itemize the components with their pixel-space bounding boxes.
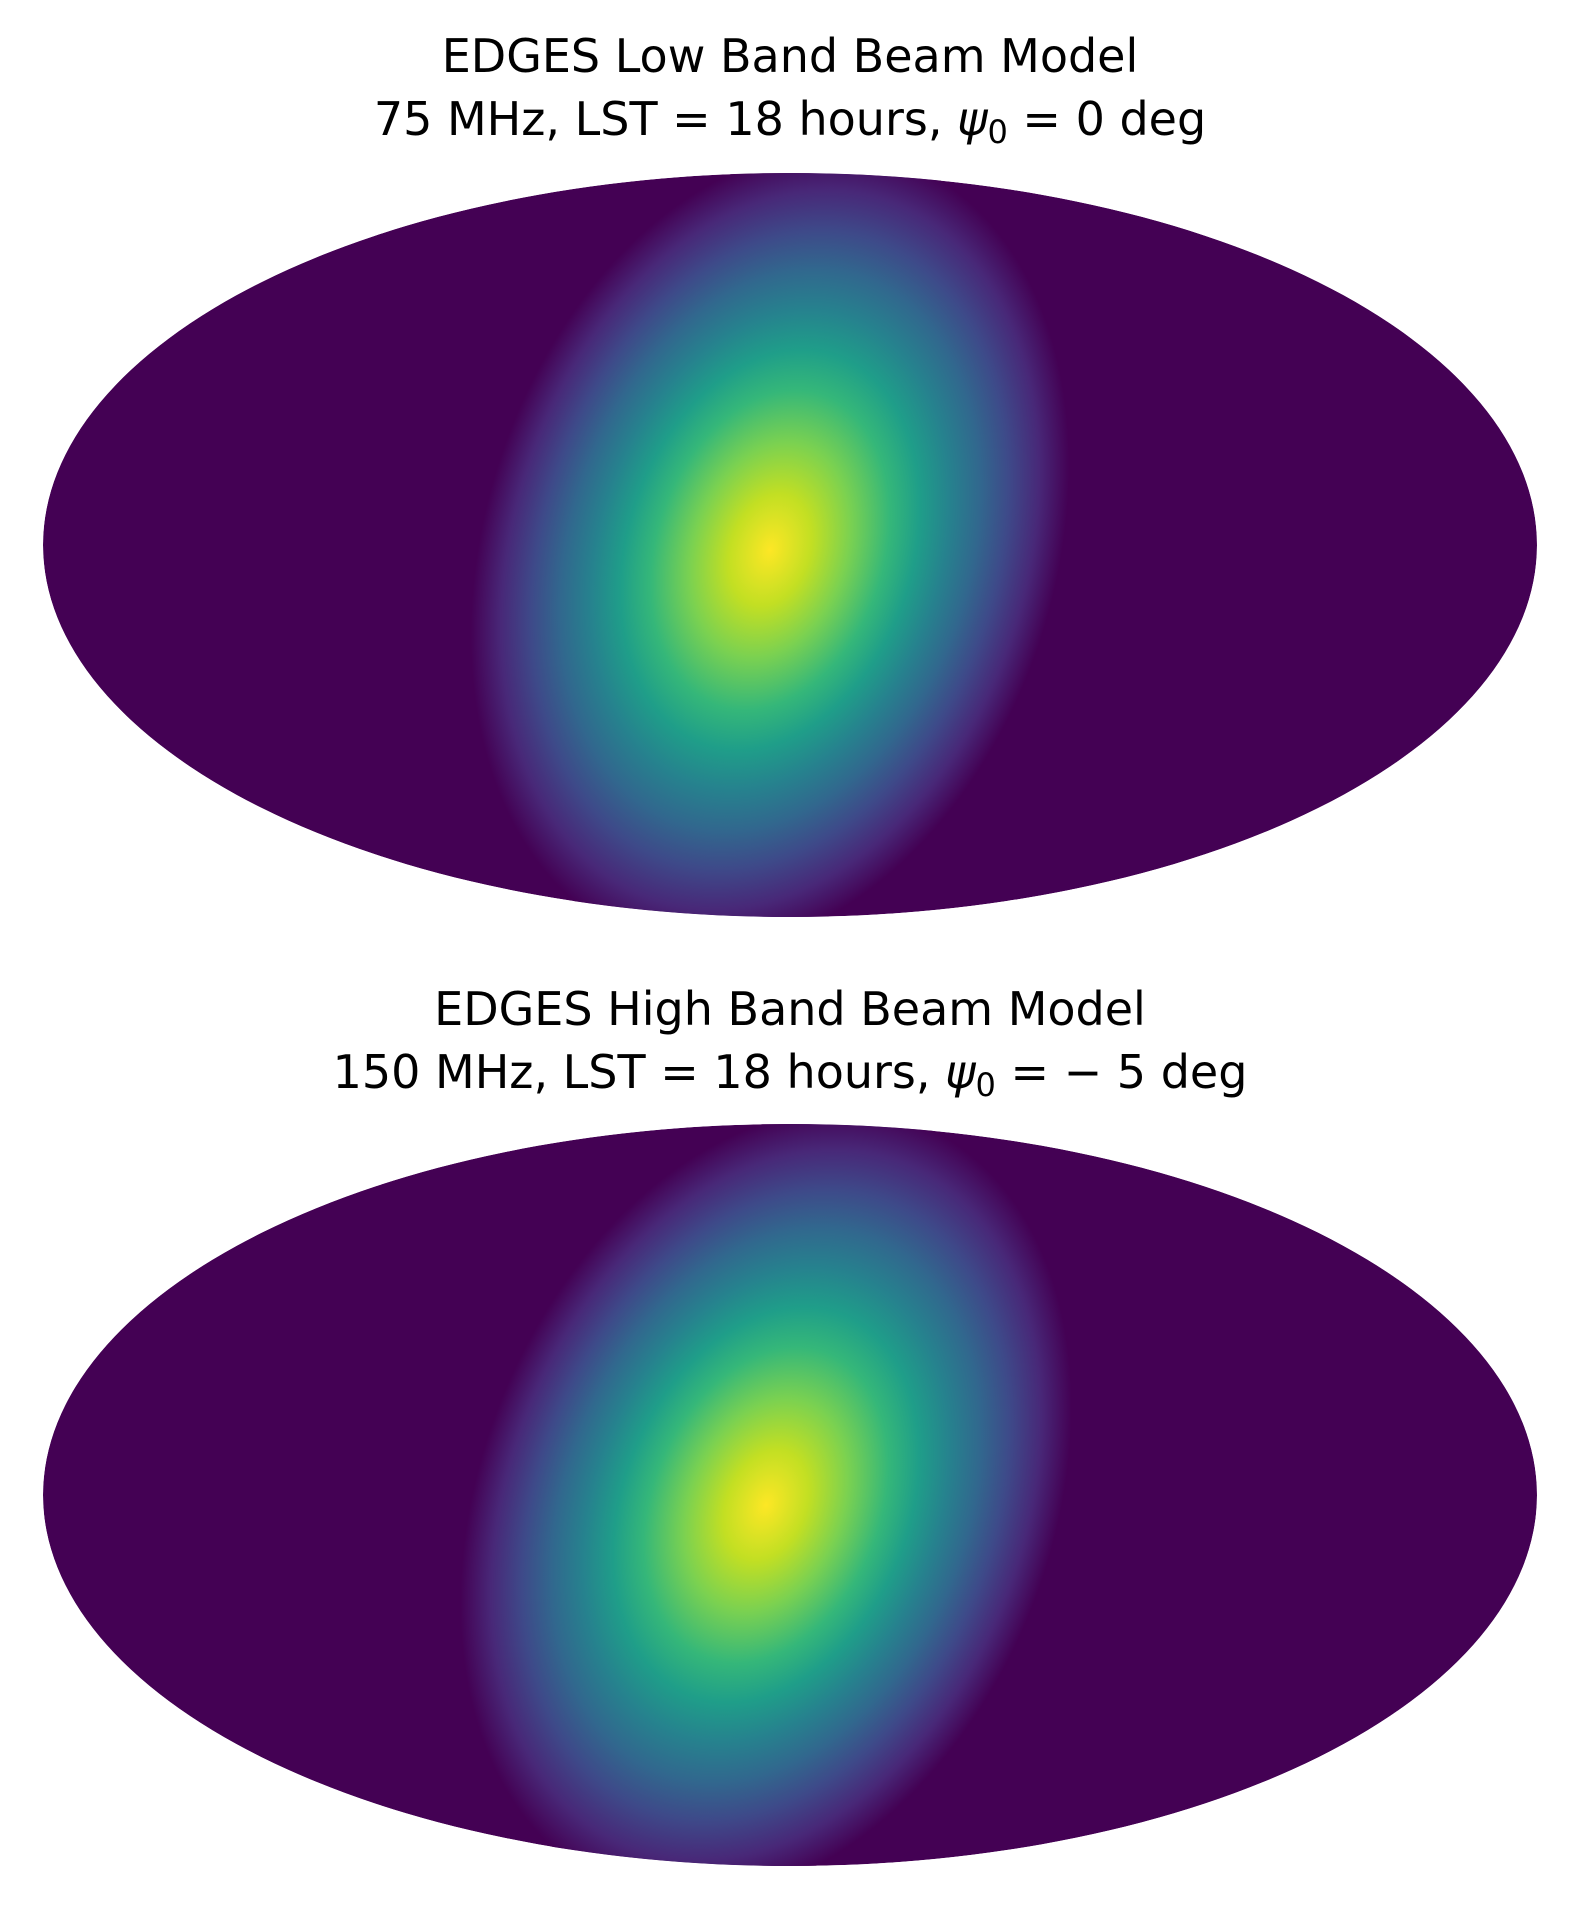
subtitle-subscript: 0: [987, 113, 1007, 151]
subtitle-text: = − 5 deg: [996, 1045, 1248, 1099]
beam-map: [43, 173, 1537, 917]
subtitle-text: 150 MHz, LST = 18 hours,: [333, 1045, 946, 1099]
subtitle-symbol: ψ: [957, 92, 989, 146]
panel: EDGES High Band Beam Model 150 MHz, LST …: [43, 982, 1537, 1866]
panel-subtitle: 75 MHz, LST = 18 hours, ψ0 = 0 deg: [374, 92, 1206, 151]
panel-title: EDGES Low Band Beam Model: [442, 29, 1139, 83]
beam: [470, 173, 1070, 917]
subtitle-symbol: ψ: [945, 1045, 977, 1099]
subtitle-text: 75 MHz, LST = 18 hours,: [374, 92, 957, 146]
panel: EDGES Low Band Beam Model 75 MHz, LST = …: [43, 29, 1537, 917]
panel-subtitle: 150 MHz, LST = 18 hours, ψ0 = − 5 deg: [333, 1045, 1248, 1104]
beam: [460, 1124, 1072, 1866]
panel-title: EDGES High Band Beam Model: [434, 982, 1146, 1036]
subtitle-subscript: 0: [976, 1066, 996, 1104]
beam-map: [43, 1124, 1537, 1866]
subtitle-text: = 0 deg: [1008, 92, 1206, 146]
